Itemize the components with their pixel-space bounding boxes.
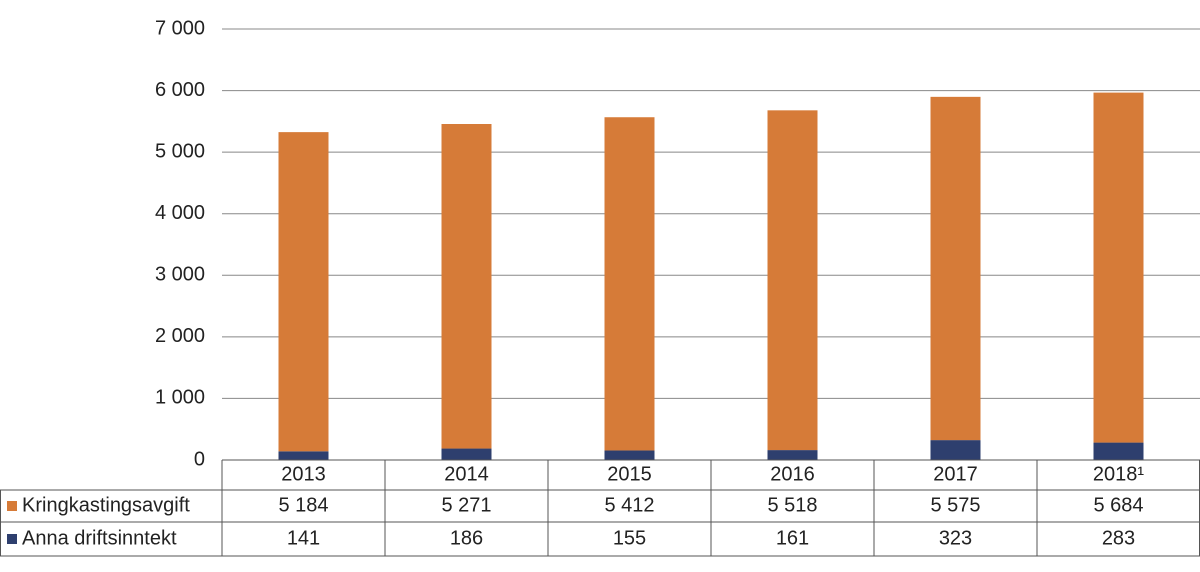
x-tick-label: 2014 — [444, 463, 489, 485]
bar-segment — [604, 117, 655, 451]
bar-segment — [1093, 442, 1144, 460]
x-tick-label: 2015 — [607, 463, 652, 485]
bar-segment — [441, 124, 492, 449]
bar-segment — [278, 132, 329, 452]
x-tick-label: 2013 — [281, 463, 326, 485]
y-tick-label: 0 — [194, 448, 205, 470]
y-tick-label: 5 000 — [155, 140, 205, 162]
y-tick-label: 2 000 — [155, 325, 205, 347]
table-value: 5 684 — [1093, 494, 1143, 516]
bar-segment — [930, 440, 981, 460]
y-tick-label: 7 000 — [155, 17, 205, 39]
bar-segment — [930, 96, 981, 441]
bar-segment — [441, 448, 492, 460]
table-value: 5 184 — [278, 494, 328, 516]
bar-segment — [767, 110, 818, 451]
legend-label: Anna driftsinntekt — [22, 527, 177, 549]
legend-swatch — [7, 534, 17, 544]
legend-label: Kringkastingsavgift — [22, 494, 190, 516]
table-value: 141 — [287, 527, 320, 549]
y-tick-label: 4 000 — [155, 202, 205, 224]
bar-segment — [278, 451, 329, 460]
bar-segment — [767, 450, 818, 460]
y-tick-label: 6 000 — [155, 79, 205, 101]
y-tick-label: 1 000 — [155, 387, 205, 409]
x-tick-label: 2018¹ — [1093, 463, 1144, 485]
legend-swatch — [7, 501, 17, 511]
x-tick-label: 2016 — [770, 463, 815, 485]
bar-segment — [1093, 92, 1144, 443]
table-value: 323 — [939, 527, 972, 549]
table-value: 5 518 — [767, 494, 817, 516]
table-value: 186 — [450, 527, 483, 549]
table-value: 5 412 — [604, 494, 654, 516]
x-tick-label: 2017 — [933, 463, 978, 485]
table-value: 161 — [776, 527, 809, 549]
table-value: 283 — [1102, 527, 1135, 549]
table-value: 5 271 — [441, 494, 491, 516]
table-value: 155 — [613, 527, 646, 549]
table-value: 5 575 — [930, 494, 980, 516]
y-tick-label: 3 000 — [155, 264, 205, 286]
bar-segment — [604, 450, 655, 460]
